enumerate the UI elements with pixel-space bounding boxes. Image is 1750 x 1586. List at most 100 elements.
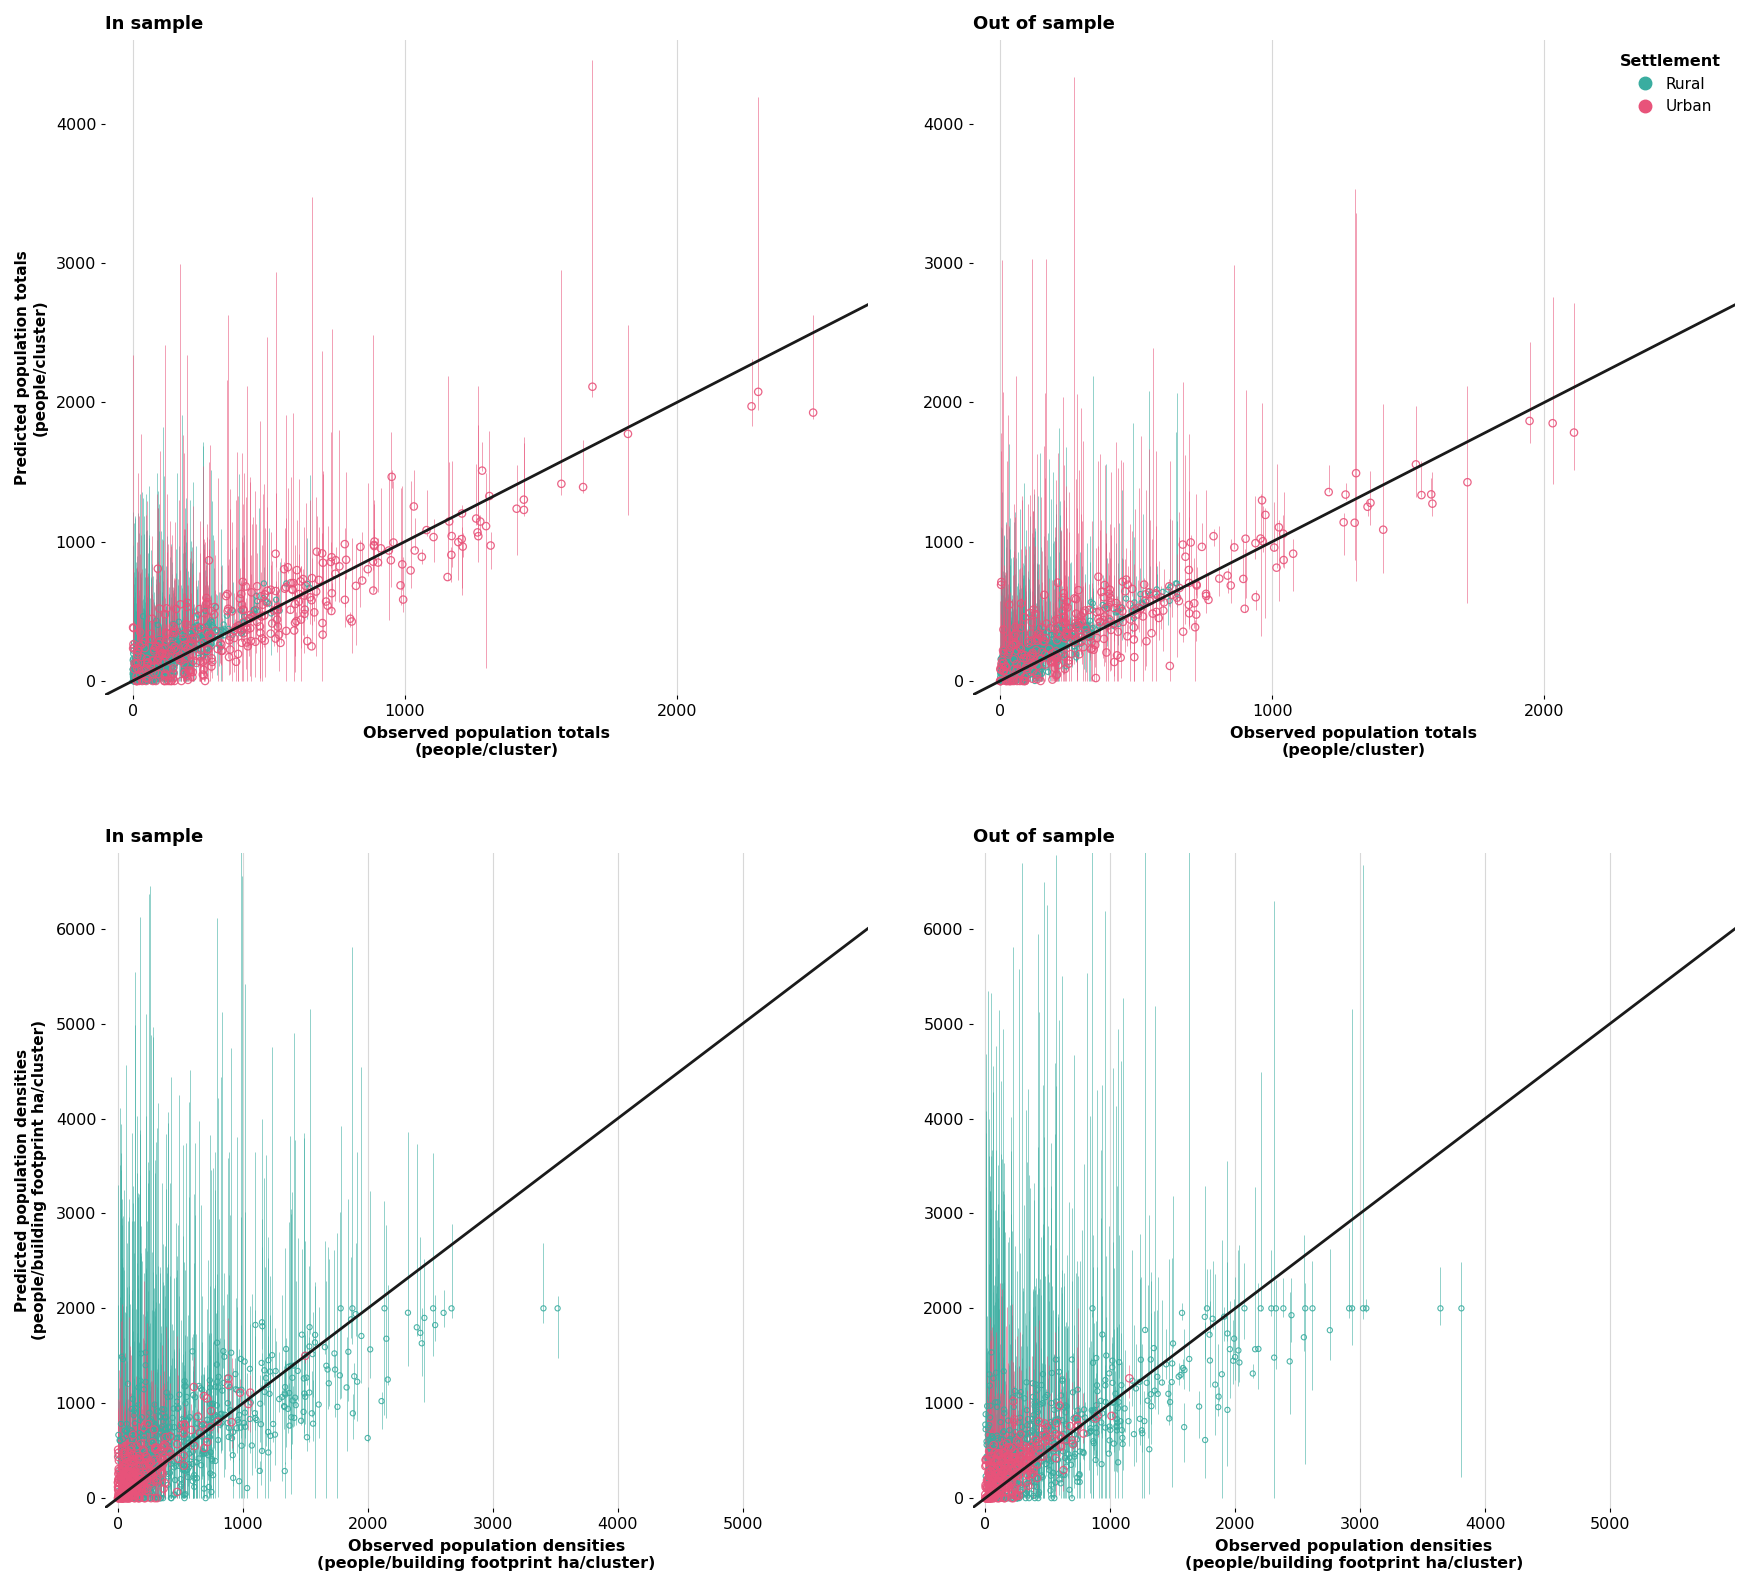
Point: [1048, 1462, 1076, 1488]
Point: [399, 493, 427, 519]
Point: [1032, 1423, 1060, 1448]
Point: [186, 615, 214, 641]
Point: [161, 1483, 189, 1508]
Point: [1013, 650, 1041, 676]
Point: [159, 634, 187, 660]
Point: [198, 1448, 226, 1473]
Point: [359, 549, 387, 574]
Point: [999, 1446, 1027, 1472]
Point: [977, 1484, 1004, 1510]
Point: [123, 1477, 150, 1502]
Point: [133, 641, 161, 666]
Point: [990, 658, 1018, 684]
Point: [989, 668, 1017, 693]
Point: [1052, 625, 1080, 650]
Point: [1029, 633, 1057, 658]
Point: [119, 668, 147, 693]
Point: [147, 1486, 175, 1511]
Point: [971, 1472, 999, 1497]
Point: [1027, 646, 1055, 671]
Point: [1027, 1426, 1055, 1451]
Point: [1027, 628, 1055, 653]
Point: [126, 652, 154, 677]
Point: [999, 666, 1027, 691]
Point: [145, 1470, 173, 1496]
Point: [987, 658, 1015, 684]
Point: [1078, 598, 1106, 623]
Point: [133, 650, 161, 676]
Point: [247, 1391, 275, 1416]
Point: [1020, 647, 1048, 672]
Point: [214, 582, 242, 607]
Point: [110, 1461, 138, 1486]
Point: [1027, 1450, 1055, 1475]
Point: [800, 400, 828, 425]
Point: [128, 1478, 156, 1504]
Point: [411, 1305, 439, 1331]
Point: [980, 1480, 1008, 1505]
Point: [987, 1472, 1015, 1497]
Point: [978, 1424, 1006, 1450]
Point: [163, 1480, 191, 1505]
Point: [990, 1467, 1018, 1492]
Point: [159, 636, 187, 661]
Point: [105, 1486, 133, 1511]
Point: [978, 1467, 1006, 1492]
Point: [156, 1434, 184, 1459]
Point: [1059, 620, 1087, 646]
Point: [168, 644, 196, 669]
Point: [172, 630, 200, 655]
Point: [1027, 638, 1055, 663]
Point: [502, 496, 530, 522]
Point: [177, 620, 205, 646]
Point: [138, 647, 166, 672]
Point: [1043, 628, 1071, 653]
Point: [250, 1380, 278, 1405]
Point: [1116, 592, 1144, 617]
Point: [133, 636, 161, 661]
Point: [1008, 646, 1036, 671]
Point: [978, 1478, 1006, 1504]
Point: [110, 1481, 138, 1507]
Point: [1064, 614, 1092, 639]
Point: [989, 638, 1017, 663]
Point: [980, 1486, 1008, 1511]
Point: [158, 644, 186, 669]
Point: [123, 668, 150, 693]
Point: [1040, 623, 1068, 649]
Point: [147, 641, 175, 666]
Point: [980, 1432, 1008, 1458]
Point: [124, 1446, 152, 1472]
Point: [1013, 1426, 1041, 1451]
Point: [1045, 1394, 1073, 1419]
Point: [187, 1413, 215, 1439]
Point: [124, 650, 152, 676]
Point: [996, 668, 1024, 693]
Point: [1029, 630, 1057, 655]
Point: [990, 660, 1018, 685]
Point: [126, 1465, 154, 1491]
Point: [145, 1461, 173, 1486]
Point: [977, 1443, 1004, 1469]
Point: [1110, 1431, 1138, 1456]
Point: [1004, 647, 1032, 672]
Point: [1017, 638, 1045, 663]
Point: [131, 1415, 159, 1440]
Point: [1041, 1408, 1069, 1434]
Point: [1228, 566, 1256, 592]
Point: [187, 615, 215, 641]
Point: [999, 1434, 1027, 1459]
Point: [222, 1415, 250, 1440]
Point: [182, 1450, 210, 1475]
Point: [140, 653, 168, 679]
Point: [978, 1424, 1006, 1450]
Point: [1031, 1385, 1059, 1410]
Point: [997, 1465, 1026, 1491]
Point: [119, 1477, 147, 1502]
Point: [1024, 1453, 1052, 1478]
Point: [166, 1415, 194, 1440]
Point: [178, 1427, 206, 1453]
Point: [1045, 641, 1073, 666]
Point: [996, 657, 1024, 682]
Point: [119, 668, 147, 693]
